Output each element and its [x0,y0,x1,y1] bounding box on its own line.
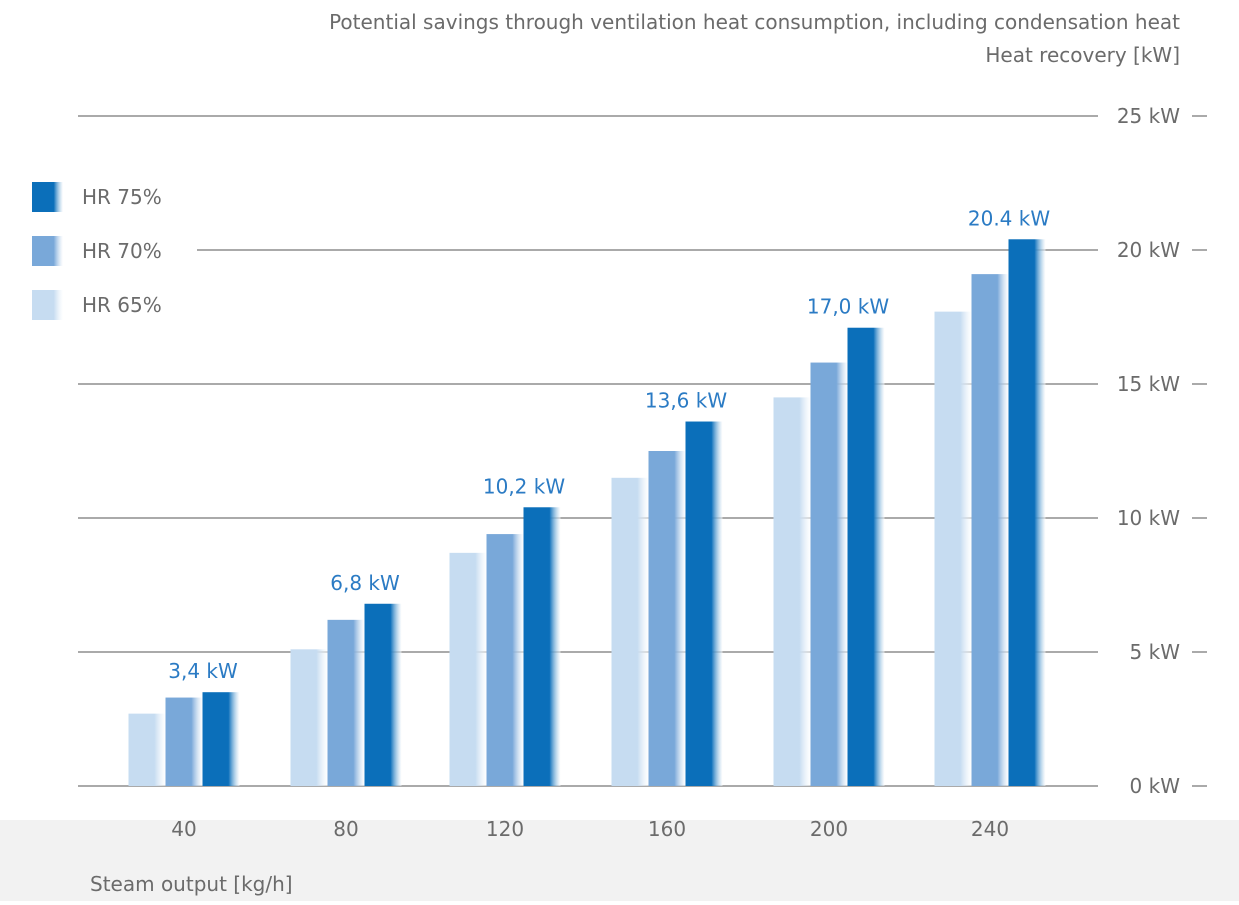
bar-hr-65--80 [290,649,328,786]
legend-label: HR 75% [82,185,162,209]
bar-hr-75--200 [847,327,885,786]
bar-hr-65--40 [128,713,166,786]
y-tick-label: 10 kW [1117,506,1180,530]
data-label: 3,4 kW [168,659,238,683]
data-label: 20.4 kW [968,206,1050,230]
data-label: 17,0 kW [807,295,889,319]
data-label: 13,6 kW [645,389,727,413]
legend-swatch [32,236,63,266]
bar-hr-65--160 [611,477,649,786]
bar-hr-65--200 [773,397,811,786]
bar-hr-70--80 [327,619,365,786]
legend: HR 75% HR 70% HR 65% [32,182,162,320]
legend-swatch [32,290,63,320]
x-tick-label: 200 [810,817,848,841]
x-tick-label: 40 [171,817,196,841]
legend-label: HR 70% [82,239,162,263]
x-tick-label: 240 [971,817,1009,841]
y-tick-label: 0 kW [1130,774,1181,798]
data-label: 10,2 kW [483,474,565,498]
bar-hr-75--40 [202,692,240,786]
x-axis-label: Steam output [kg/h] [90,872,293,896]
bar-hr-70--160 [648,451,686,786]
bar-hr-70--120 [486,534,524,786]
bar-hr-70--240 [971,274,1009,786]
y-axis-label: Heat recovery [kW] [985,43,1180,67]
legend-swatch [32,182,63,212]
bar-hr-75--120 [523,507,561,786]
bar-hr-75--240 [1008,239,1046,786]
data-label: 6,8 kW [330,571,400,595]
bar-hr-70--40 [165,697,203,786]
y-tick-label: 5 kW [1130,640,1181,664]
bar-hr-75--160 [685,421,723,786]
y-tick-label: 15 kW [1117,372,1180,396]
y-tick-label: 25 kW [1117,104,1180,128]
legend-label: HR 65% [82,293,162,317]
footer-band [0,820,1239,901]
x-tick-label: 80 [333,817,358,841]
bar-hr-65--120 [449,552,487,786]
y-tick-label: 20 kW [1117,238,1180,262]
x-tick-label: 160 [648,817,686,841]
bar-hr-75--80 [364,603,402,786]
bar-hr-70--200 [810,362,848,786]
chart-title: Potential savings through ventilation he… [329,10,1180,34]
x-tick-label: 120 [486,817,524,841]
bar-hr-65--240 [934,311,972,786]
